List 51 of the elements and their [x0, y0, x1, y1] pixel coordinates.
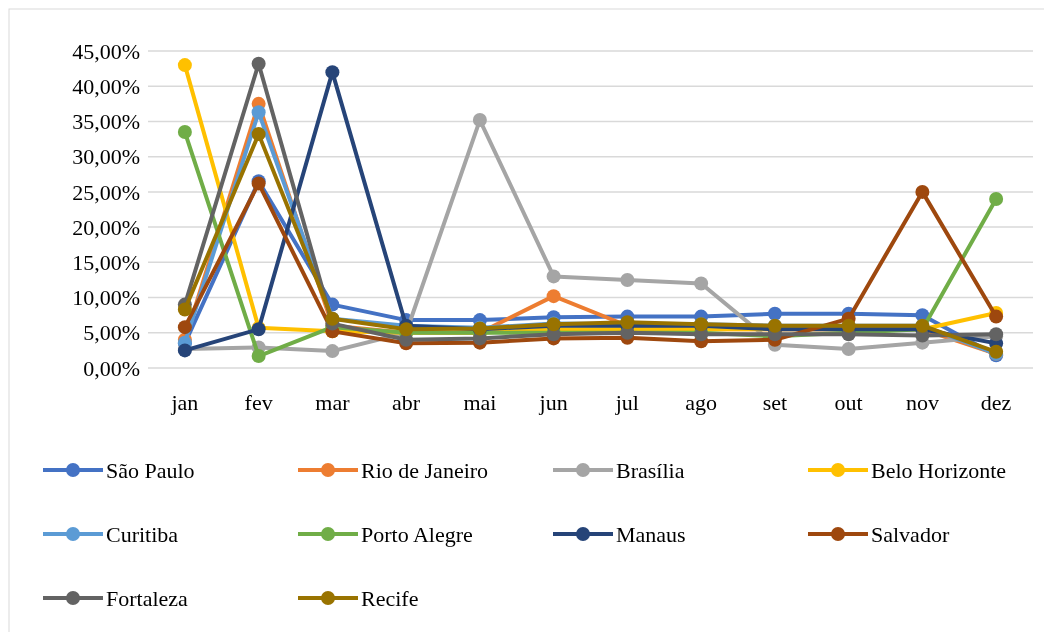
y-tick-label: 5,00%: [83, 320, 140, 346]
point: [177, 320, 192, 335]
point: [251, 105, 266, 120]
legend-label: São Paulo: [106, 457, 195, 483]
legend-label: Manaus: [616, 521, 686, 547]
legend-label: Belo Horizonte: [871, 457, 1007, 483]
point: [472, 113, 487, 128]
point: [177, 58, 192, 73]
point: [325, 65, 340, 80]
y-tick-label: 25,00%: [72, 179, 140, 205]
x-tick-label: fev: [244, 390, 273, 415]
point: [694, 276, 709, 291]
point: [251, 56, 266, 71]
legend-label: Recife: [361, 585, 419, 611]
point: [767, 306, 782, 321]
point: [177, 302, 192, 317]
legend-label: Rio de Janeiro: [361, 457, 489, 483]
y-tick-label: 0,00%: [83, 355, 140, 381]
point: [251, 127, 266, 142]
point: [325, 344, 340, 359]
legend-label: Salvador: [871, 521, 950, 547]
y-tick-label: 20,00%: [72, 214, 140, 240]
y-tick-label: 30,00%: [72, 144, 140, 170]
point: [915, 184, 930, 199]
x-tick-label: abr: [392, 390, 421, 415]
point: [177, 125, 192, 140]
x-tick-label: jan: [170, 390, 199, 415]
legend-label: Porto Alegre: [361, 521, 473, 547]
legend-label: Curitiba: [106, 521, 179, 547]
y-tick-label: 15,00%: [72, 250, 140, 276]
x-tick-label: nov: [905, 390, 939, 415]
x-tick-label: jun: [538, 390, 568, 415]
point: [251, 349, 266, 364]
legend-label: Brasília: [616, 457, 685, 483]
x-tick-label: mar: [315, 390, 351, 415]
x-tick-label: dez: [980, 390, 1012, 415]
y-tick-label: 35,00%: [72, 109, 140, 135]
point: [620, 272, 635, 287]
legend-label: Fortaleza: [106, 585, 189, 611]
point: [546, 289, 561, 304]
x-tick-label: out: [834, 390, 863, 415]
y-tick-label: 10,00%: [72, 285, 140, 311]
point: [841, 341, 856, 356]
y-tick-label: 40,00%: [72, 73, 140, 99]
y-tick-label: 45,00%: [72, 38, 140, 64]
x-tick-label: mai: [463, 390, 497, 415]
point: [989, 191, 1004, 206]
x-tick-label: ago: [685, 390, 718, 415]
point: [546, 269, 561, 284]
x-tick-label: set: [762, 390, 788, 415]
x-tick-label: jul: [614, 390, 639, 415]
